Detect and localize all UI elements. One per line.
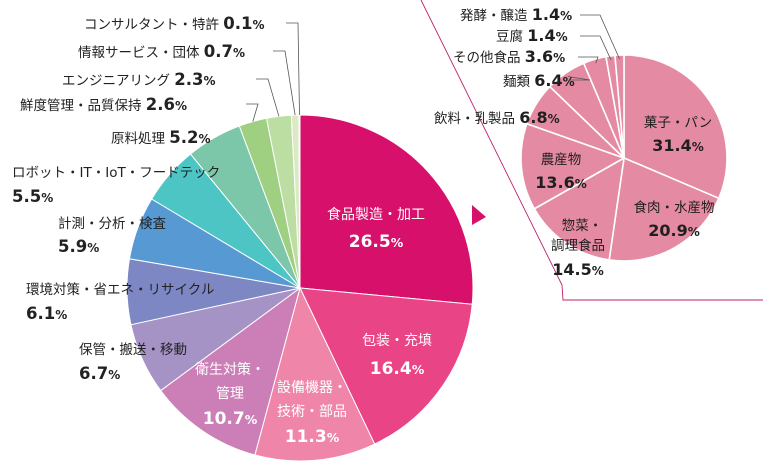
main-pie-leaders: [246, 22, 300, 122]
main-value-1: 16.4%: [370, 359, 425, 379]
main-leader-12: [286, 22, 300, 116]
sub-leader-8: [580, 14, 620, 60]
main-label-1: 包装・充填: [362, 333, 432, 349]
main-label-12: コンサルタント・特許 0.1%: [84, 14, 265, 33]
sub-slice-3: [520, 122, 626, 210]
sub-slice-2: [533, 156, 626, 261]
main-value-7: 5.5%: [12, 187, 53, 206]
sub-label-0: 菓子・パン: [644, 115, 712, 131]
sub-label-8: 発酵・醸造 1.4%: [460, 5, 572, 24]
callout-frame: [420, 0, 763, 301]
main-value-0: 26.5%: [349, 232, 404, 252]
sub-value-1: 20.9%: [648, 221, 700, 240]
main-value-6: 5.9%: [58, 237, 99, 256]
sub-pie: [520, 54, 728, 262]
sub-pie-leaders: [567, 14, 620, 81]
main-label-3-line-0: 衛生対策・: [195, 361, 265, 378]
sub-label-5: 麺類 6.4%: [503, 71, 575, 90]
sub-pie-labels: 菓子・パン 31.4% 食肉・水産物 20.9% 惣菜・調理食品 14.5% 農産物 13.6…: [434, 5, 715, 279]
main-label-5: 環境対策・省エネ・リサイクル: [26, 281, 214, 298]
main-label-7: ロボット・IT・IoT・フードテック: [12, 165, 220, 181]
main-label-6: 計測・分析・検査: [58, 216, 166, 232]
main-label-0: 食品製造・加工: [327, 206, 425, 223]
main-label-10: エンジニアリング 2.3%: [62, 70, 216, 89]
sub-value-3: 13.6%: [535, 173, 587, 192]
sub-slice-8: [614, 54, 625, 159]
sub-label-1: 食肉・水産物: [634, 199, 715, 216]
sub-label-6: その他食品 3.6%: [453, 47, 565, 66]
main-label-2-line-0: 設備機器・: [277, 380, 347, 396]
sub-label-2-line-0: 惣菜・: [562, 218, 603, 234]
sub-label-3: 農産物: [541, 152, 582, 168]
sub-leader-6: [578, 56, 599, 64]
main-value-2: 11.3%: [285, 427, 340, 447]
main-leader-9: [246, 103, 259, 122]
main-label-4: 保管・搬送・移動: [79, 342, 187, 358]
main-value-5: 6.1%: [26, 304, 67, 323]
main-leader-11: [273, 50, 296, 116]
main-leader-10: [256, 78, 280, 117]
main-value-4: 6.7%: [79, 364, 120, 383]
main-value-3: 10.7%: [203, 409, 258, 429]
main-label-9: 鮮度管理・品質保持 2.6%: [20, 95, 187, 114]
main-slice-0: [299, 114, 474, 305]
main-label-3-line-1: 管理: [216, 386, 244, 402]
sub-value-0: 31.4%: [652, 136, 704, 155]
sub-slice-0: [623, 54, 728, 200]
main-pie: [126, 114, 474, 462]
main-label-2-line-1: 技術・部品: [277, 404, 347, 420]
main-slice-3: [159, 286, 301, 456]
main-label-11: 情報サービス・団体 0.7%: [78, 42, 245, 61]
sub-label-2-line-1: 調理食品: [551, 237, 605, 254]
callout-arrow: [472, 205, 486, 225]
main-slice-1: [299, 287, 473, 445]
sub-label-7: 豆腐 1.4%: [496, 26, 568, 45]
main-label-8: 原料処理 5.2%: [111, 128, 211, 147]
sub-leader-5: [567, 76, 591, 81]
main-pie-labels: 食品製造・加工 26.5% 包装・充填 16.4% 設備機器・技術・部品 11.3% 衛生対…: [12, 14, 432, 447]
sub-slice-1: [608, 156, 720, 262]
sub-label-4: 飲料・乳製品 6.8%: [434, 108, 560, 127]
main-slice-2: [254, 286, 376, 462]
sub-leader-7: [580, 35, 612, 61]
sub-value-2: 14.5%: [552, 260, 604, 279]
